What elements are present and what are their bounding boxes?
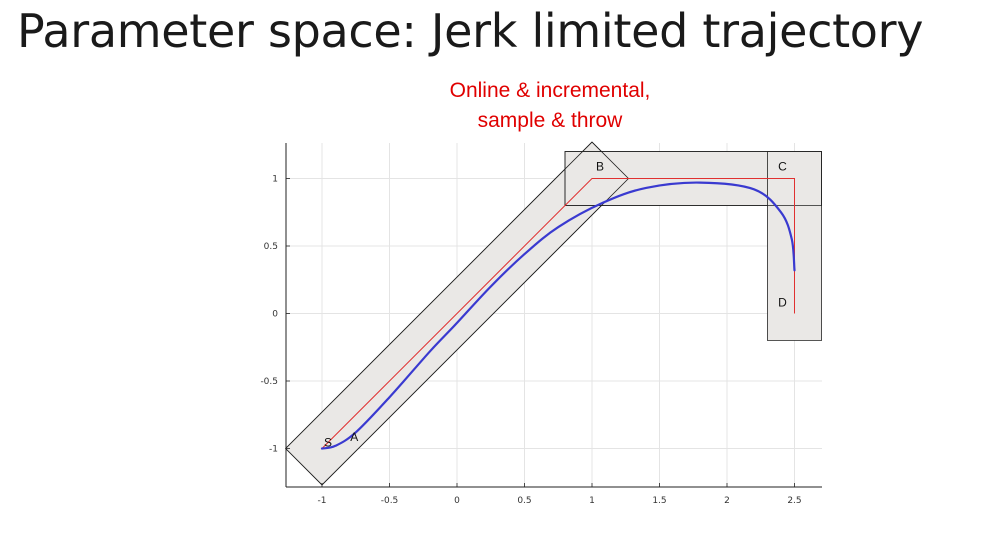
line-layer: [320, 178, 796, 450]
slide-title: Parameter space: Jerk limited trajectory: [17, 4, 924, 58]
x-tick-label: 0.5: [517, 496, 531, 506]
point-label-a: A: [350, 430, 358, 444]
axes-layer: -1 -0.5 0 0.5 1 1.5 2 2.5 -1 -0.5 0 0.5 1: [260, 143, 822, 506]
x-tick-label: 2.5: [787, 496, 801, 506]
y-tick-label: 1: [272, 175, 278, 185]
y-tick-label: -0.5: [260, 377, 278, 387]
reference-path-line: [321, 178, 795, 449]
x-tick-label: -0.5: [381, 496, 399, 506]
subtitle-line-2: sample & throw: [477, 109, 623, 132]
point-label-b: B: [596, 160, 604, 174]
label-layer: S A B C D: [324, 160, 787, 450]
point-label-c: C: [778, 160, 787, 174]
point-label-s: S: [324, 436, 332, 450]
top-corridor-outline: [564, 151, 822, 206]
x-tick-label: 2: [724, 496, 730, 506]
x-tick-label: 1: [589, 496, 595, 506]
y-tick-label: 0.5: [264, 242, 278, 252]
trajectory-curve: [320, 181, 796, 450]
subtitle-line-1: Online & incremental,: [449, 79, 651, 102]
y-tick-label: 0: [272, 310, 278, 320]
x-tick-label: -1: [318, 496, 327, 506]
x-tick-label: 0: [454, 496, 460, 506]
x-tick-label: 1.5: [652, 496, 666, 506]
y-tick-label: -1: [269, 445, 278, 455]
point-label-d: D: [778, 296, 787, 310]
